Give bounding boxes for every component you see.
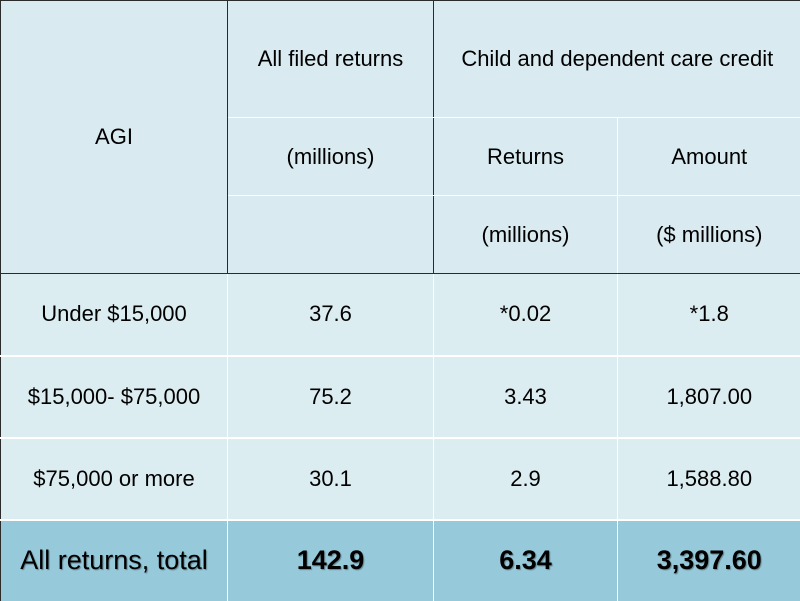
total-all-filed-cell: 142.9 [228, 520, 434, 601]
credit-header: Child and dependent care credit [434, 1, 800, 118]
amount-header: Amount [618, 118, 800, 196]
table-row: $75,000 or more 30.1 2.9 1,588.80 [1, 438, 800, 520]
returns-cell: 2.9 [434, 438, 618, 520]
amount-cell: 1,807.00 [618, 356, 800, 438]
all-filed-cell: 75.2 [228, 356, 434, 438]
total-all-filed-value: 142.9 [297, 545, 365, 575]
returns-cell: 3.43 [434, 356, 618, 438]
total-agi-label: All returns, total [20, 545, 208, 575]
returns-unit: (millions) [434, 196, 618, 274]
amount-unit: ($ millions) [618, 196, 800, 274]
returns-header: Returns [434, 118, 618, 196]
table-row: Under $15,000 37.6 *0.02 *1.8 [1, 274, 800, 356]
returns-cell: *0.02 [434, 274, 618, 356]
amount-cell: *1.8 [618, 274, 800, 356]
all-filed-cell: 37.6 [228, 274, 434, 356]
agi-cell: $15,000- $75,000 [1, 356, 228, 438]
total-amount-value: 3,397.60 [657, 545, 762, 575]
table-row: $15,000- $75,000 75.2 3.43 1,807.00 [1, 356, 800, 438]
total-returns-value: 6.34 [499, 545, 552, 575]
total-agi-cell: All returns, total [1, 520, 228, 601]
all-filed-header: All filed returns [228, 1, 434, 118]
amount-cell: 1,588.80 [618, 438, 800, 520]
total-amount-cell: 3,397.60 [618, 520, 800, 601]
total-returns-cell: 6.34 [434, 520, 618, 601]
empty-header-cell [228, 196, 434, 274]
agi-cell: $75,000 or more [1, 438, 228, 520]
agi-cell: Under $15,000 [1, 274, 228, 356]
all-filed-unit: (millions) [228, 118, 434, 196]
total-row: All returns, total 142.9 6.34 3,397.60 [1, 520, 800, 601]
agi-header: AGI [1, 1, 228, 274]
all-filed-cell: 30.1 [228, 438, 434, 520]
